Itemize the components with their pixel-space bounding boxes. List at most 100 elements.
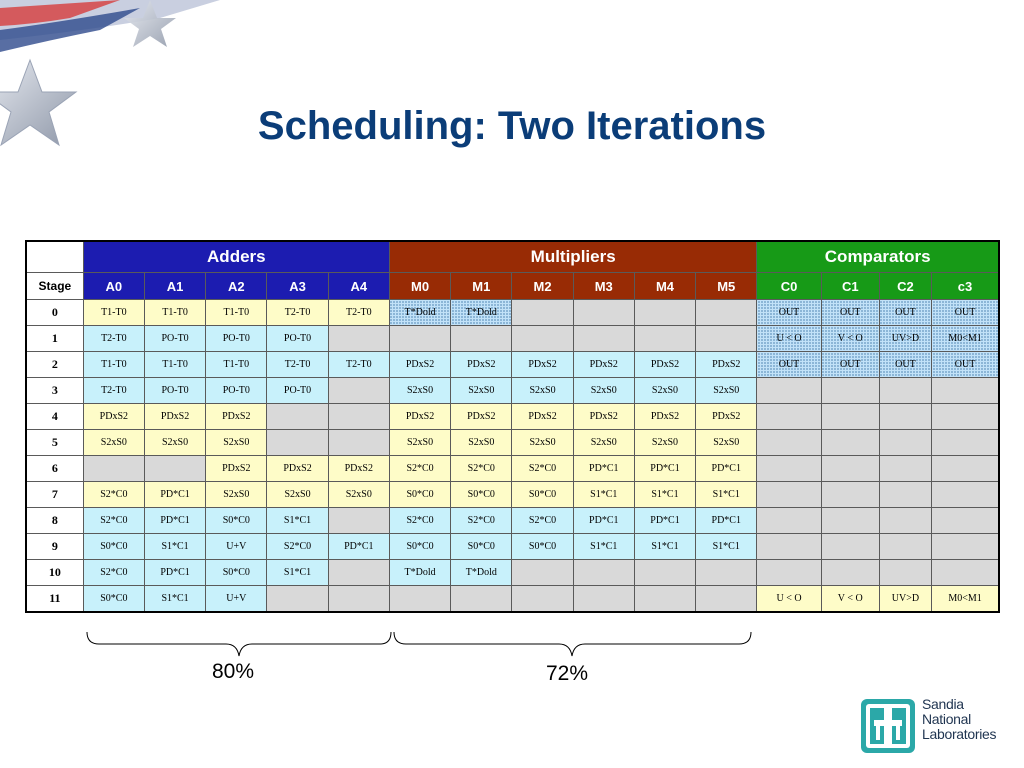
table-cell xyxy=(695,299,758,326)
column-header-a4: A4 xyxy=(327,272,390,300)
table-cell: PDxS2 xyxy=(695,403,758,430)
stage-cell: 3 xyxy=(25,377,84,404)
table-cell: T*Dold xyxy=(388,299,452,326)
table-cell: PO-T0 xyxy=(143,325,207,352)
table-cell: PDxS2 xyxy=(205,455,268,482)
table-cell: S1*C1 xyxy=(572,533,635,560)
table-cell: S0*C0 xyxy=(205,559,268,586)
table-cell: PO-T0 xyxy=(205,377,268,404)
table-cell xyxy=(327,325,390,352)
table-cell xyxy=(633,585,697,613)
table-cell: T1-T0 xyxy=(143,351,207,378)
table-cell: PDxS2 xyxy=(633,403,697,430)
table-cell: S0*C0 xyxy=(388,533,452,560)
table-cell xyxy=(572,299,635,326)
table-cell: S2xS0 xyxy=(327,481,390,508)
table-cell: T*Dold xyxy=(450,299,513,326)
column-header-m4: M4 xyxy=(633,272,697,300)
table-row: 9 S0*C0 S1*C1 U+V S2*C0 PD*C1 S0*C0 S0*C0 S0*C0 S… xyxy=(25,533,1000,560)
table-cell: S2xS0 xyxy=(205,429,268,456)
table-row: 8 S2*C0 PD*C1 S0*C0 S1*C1 S2*C0 S2*C0 S2*C0 PD*C… xyxy=(25,507,1000,534)
column-header-a2: A2 xyxy=(205,272,268,300)
adders-brace xyxy=(86,631,392,657)
adders-group-header: Adders xyxy=(82,240,390,273)
table-cell: T2-T0 xyxy=(266,351,329,378)
table-cell: S2xS0 xyxy=(450,429,513,456)
table-cell: PDxS2 xyxy=(633,351,697,378)
table-cell: S0*C0 xyxy=(388,481,452,508)
table-cell: V < O xyxy=(820,585,880,613)
table-cell: PDxS2 xyxy=(450,403,513,430)
table-cell: U < O xyxy=(756,325,822,352)
table-cell xyxy=(820,429,880,456)
schedule-table: Adders Multipliers Comparators Stage A0 … xyxy=(25,240,1000,613)
table-cell: OUT xyxy=(820,299,880,326)
table-cell: T*Dold xyxy=(388,559,452,586)
table-cell xyxy=(695,585,758,613)
table-cell: PDxS2 xyxy=(82,403,145,430)
table-cell: PDxS2 xyxy=(388,351,452,378)
table-cell: T1-T0 xyxy=(205,299,268,326)
stage-cell: 8 xyxy=(25,507,84,534)
table-cell: S1*C1 xyxy=(695,481,758,508)
stage-cell: 7 xyxy=(25,481,84,508)
table-cell: OUT xyxy=(756,299,822,326)
table-cell: PO-T0 xyxy=(143,377,207,404)
table-cell: S1*C1 xyxy=(572,481,635,508)
table-cell: S2*C0 xyxy=(388,507,452,534)
table-cell: S2xS0 xyxy=(633,377,697,404)
stage-cell: 0 xyxy=(25,299,84,326)
table-cell: S1*C1 xyxy=(633,481,697,508)
table-cell xyxy=(388,325,452,352)
table-cell xyxy=(878,481,933,508)
table-cell: S2xS0 xyxy=(205,481,268,508)
table-cell xyxy=(695,559,758,586)
table-cell: PD*C1 xyxy=(143,559,207,586)
table-cell: OUT xyxy=(931,299,1000,326)
table-cell: PD*C1 xyxy=(143,481,207,508)
adders-utilization: 80% xyxy=(212,660,255,683)
table-cell: M0<M1 xyxy=(931,325,1000,352)
multipliers-group-header: Multipliers xyxy=(388,240,758,273)
table-cell: T2-T0 xyxy=(327,351,390,378)
table-cell: PDxS2 xyxy=(450,351,513,378)
table-cell: PDxS2 xyxy=(143,403,207,430)
table-cell xyxy=(633,559,697,586)
table-cell: T2-T0 xyxy=(266,299,329,326)
table-cell: OUT xyxy=(878,299,933,326)
column-header-m1: M1 xyxy=(450,272,513,300)
table-cell xyxy=(633,299,697,326)
table-cell xyxy=(327,403,390,430)
table-cell: S0*C0 xyxy=(450,533,513,560)
table-cell xyxy=(756,455,822,482)
stage-column-header: Stage xyxy=(25,272,84,300)
table-cell: PD*C1 xyxy=(633,507,697,534)
table-cell: S2*C0 xyxy=(450,455,513,482)
table-cell: S2*C0 xyxy=(450,507,513,534)
table-cell xyxy=(756,429,822,456)
table-cell: V < O xyxy=(820,325,880,352)
table-cell: S1*C1 xyxy=(266,559,329,586)
table-cell: PD*C1 xyxy=(327,533,390,560)
table-cell: PO-T0 xyxy=(266,325,329,352)
table-cell: PDxS2 xyxy=(511,403,574,430)
table-cell: T2-T0 xyxy=(327,299,390,326)
table-cell xyxy=(572,585,635,613)
table-cell xyxy=(931,507,1000,534)
table-cell xyxy=(820,507,880,534)
table-cell xyxy=(820,403,880,430)
table-cell xyxy=(327,507,390,534)
table-cell xyxy=(878,403,933,430)
table-cell xyxy=(820,481,880,508)
table-cell xyxy=(450,585,513,613)
column-header-m5: M5 xyxy=(695,272,758,300)
table-cell: S2*C0 xyxy=(511,507,574,534)
table-cell xyxy=(511,585,574,613)
table-cell: S2xS0 xyxy=(388,429,452,456)
table-cell: U+V xyxy=(205,533,268,560)
table-cell: S2*C0 xyxy=(82,481,145,508)
table-cell xyxy=(756,481,822,508)
table-cell xyxy=(931,481,1000,508)
table-cell: PDxS2 xyxy=(572,403,635,430)
